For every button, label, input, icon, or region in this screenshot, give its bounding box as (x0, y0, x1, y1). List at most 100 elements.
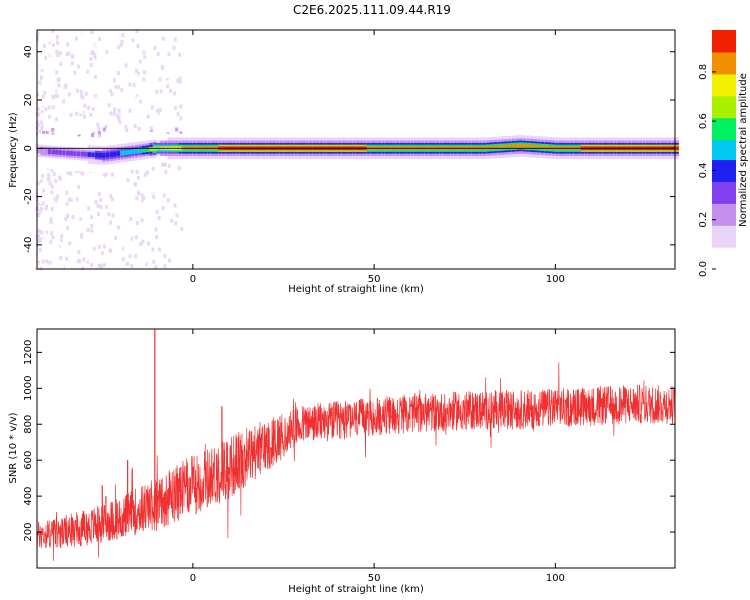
heatmap-noise-cell (58, 37, 62, 42)
colorbar-swatch (712, 221, 736, 224)
heatmap-noise-cell (45, 256, 49, 261)
colorbar-swatch (712, 241, 736, 244)
colorbar-swatch (712, 217, 736, 220)
heatmap-noise-cell (44, 55, 48, 60)
heatmap-noise-cell (164, 120, 168, 125)
heatmap-noise-cell (47, 172, 51, 177)
heatmap-noise-cell (40, 237, 44, 242)
heatmap-ridge-cell (127, 149, 132, 155)
heatmap-noise-cell (137, 103, 141, 108)
heatmap-noise-cell (44, 246, 48, 251)
heatmap-ridge-cell (138, 148, 143, 154)
heatmap-noise-cell (145, 91, 149, 96)
heatmap-noise-cell (143, 228, 147, 233)
colorbar-swatch (712, 69, 736, 73)
colorbar-swatch (712, 95, 736, 99)
colorbar-swatch (712, 259, 736, 262)
heatmap-noise-cell (53, 65, 57, 70)
colorbar-swatch (712, 251, 736, 254)
heatmap-noise-cell (69, 197, 73, 202)
heatmap-noise-cell (78, 103, 82, 108)
heatmap-x-axis-label: Height of straight line (km) (288, 284, 424, 295)
heatmap-noise-cell (91, 107, 95, 112)
heatmap-noise-cell (178, 52, 182, 57)
heatmap-ridge-cell (544, 145, 549, 150)
heatmap-noise-cell (37, 56, 41, 61)
heatmap-ridge-cell (109, 152, 114, 157)
heatmap-noise-cell (51, 235, 55, 240)
heatmap-noise-cell (145, 201, 149, 206)
heatmap-noise-cell (173, 119, 177, 124)
heatmap-noise-cell (140, 198, 144, 203)
colorbar-swatch (712, 179, 736, 182)
heatmap-noise-cell (37, 228, 41, 233)
heatmap-noise-cell (170, 117, 174, 122)
colorbar-tick-label: 0.2 (698, 212, 709, 228)
heatmap-noise-cell (51, 105, 55, 110)
heatmap-noise-cell (105, 66, 109, 71)
heatmap-noise-cell (67, 243, 71, 248)
heatmap-ridge-cell (73, 151, 78, 156)
heatmap-noise-cell (66, 213, 70, 218)
heatmap-noise-cell (66, 226, 70, 231)
heatmap-noise-cell (93, 225, 97, 230)
heatmap-noise-cell (125, 39, 129, 44)
heatmap-noise-cell (90, 223, 94, 228)
heatmap-noise-cell (140, 193, 144, 198)
heatmap-y-tick-label: 20 (23, 94, 34, 107)
heatmap-noise-cell (155, 209, 159, 214)
colorbar-swatch (712, 207, 736, 210)
heatmap-ridge-cell (493, 145, 498, 150)
heatmap-noise-cell (65, 52, 69, 57)
colorbar-swatch (712, 73, 736, 77)
heatmap-noise-cell (52, 263, 56, 268)
heatmap-noise-cell (61, 65, 65, 70)
heatmap-noise-cell (38, 169, 42, 174)
heatmap-noise-cell (55, 93, 59, 98)
heatmap-noise-cell (164, 40, 168, 45)
heatmap-noise-cell (40, 85, 44, 90)
heatmap-noise-cell (126, 178, 130, 183)
colorbar-swatch (712, 267, 736, 270)
heatmap-noise-cell (39, 206, 43, 211)
colorbar-swatch (712, 83, 736, 87)
heatmap-noise-cell (162, 193, 166, 198)
heatmap-noise-cell (133, 123, 137, 128)
heatmap-noise-cell (87, 206, 91, 211)
heatmap-noise-cell (180, 84, 184, 89)
heatmap-noise-cell (39, 185, 43, 190)
heatmap-noise-cell (176, 112, 180, 117)
heatmap-noise-cell (75, 88, 79, 93)
heatmap-noise-cell (102, 244, 106, 249)
colorbar-swatch (712, 227, 736, 230)
heatmap-noise-cell (156, 61, 160, 66)
heatmap-noise-cell (139, 42, 143, 47)
heatmap-noise-cell (65, 190, 69, 195)
colorbar-swatch (712, 31, 736, 35)
colorbar-swatch (712, 105, 736, 109)
colorbar-swatch (712, 61, 736, 65)
heatmap-noise-cell (75, 197, 79, 202)
heatmap-noise-cell (112, 188, 116, 193)
colorbar-swatch (712, 79, 736, 83)
heatmap-noise-cell (60, 121, 64, 126)
heatmap-y-tick-label: 0 (23, 145, 34, 151)
heatmap-noise-cell (128, 108, 132, 113)
heatmap-noise-cell (165, 78, 169, 83)
colorbar-swatch (712, 255, 736, 258)
colorbar-swatch (712, 249, 736, 252)
heatmap-noise-cell (134, 68, 138, 73)
heatmap-noise-cell (99, 204, 103, 209)
heatmap-noise-cell (139, 241, 143, 246)
colorbar-swatch (712, 117, 736, 121)
heatmap-noise-cell (69, 112, 73, 117)
colorbar-swatch (712, 181, 736, 184)
heatmap-noise-cell (36, 60, 40, 65)
heatmap-noise-cell (69, 171, 73, 176)
heatmap-noise-cell (79, 112, 83, 117)
heatmap-noise-cell (167, 258, 171, 263)
colorbar-swatch (712, 119, 736, 123)
colorbar-swatch (712, 169, 736, 173)
heatmap-ridge-cell (497, 145, 502, 150)
